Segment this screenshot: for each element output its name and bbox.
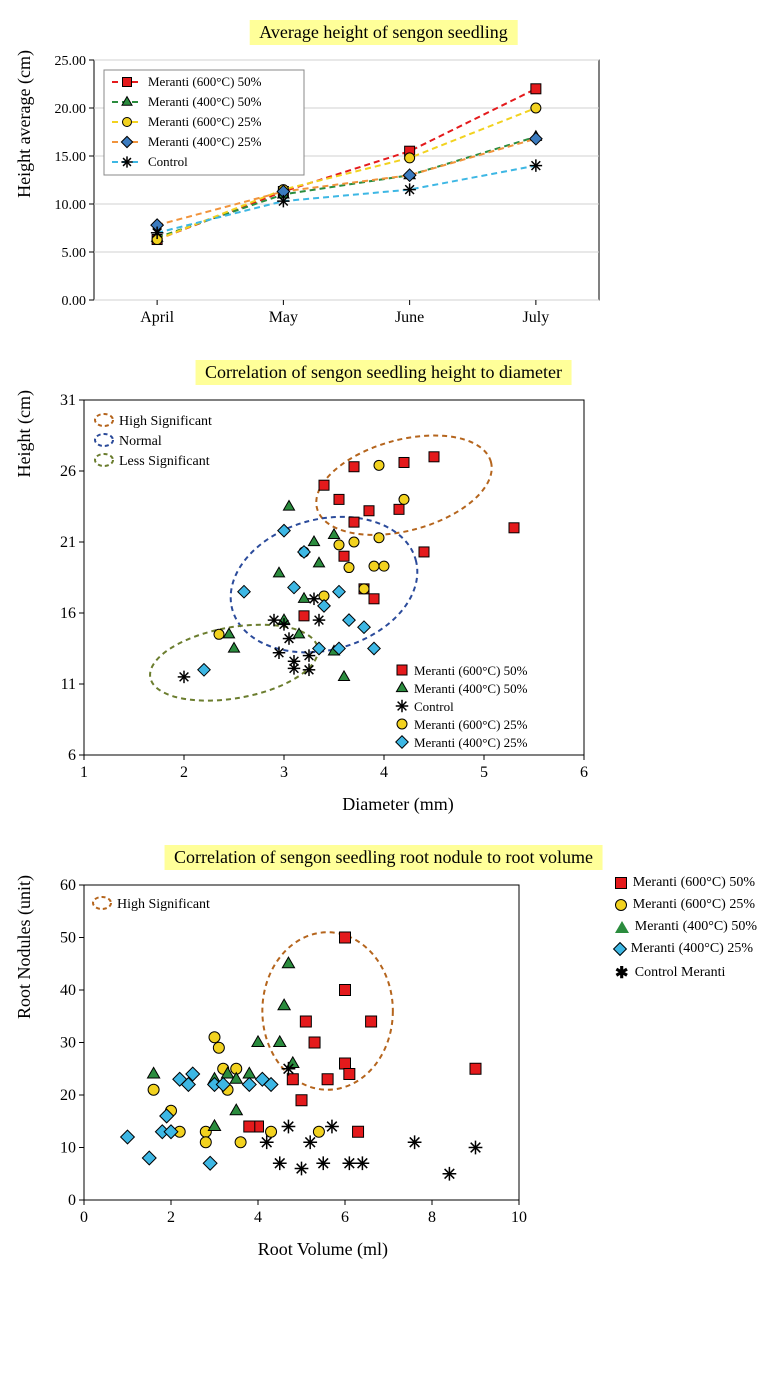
svg-text:31: 31 <box>60 392 76 409</box>
chart-3-xlabel: Root Volume (ml) <box>39 1239 607 1260</box>
svg-text:4: 4 <box>254 1209 262 1226</box>
svg-text:Control: Control <box>148 154 188 169</box>
svg-text:10: 10 <box>60 1140 76 1157</box>
svg-text:2: 2 <box>167 1209 175 1226</box>
svg-text:20: 20 <box>60 1087 76 1104</box>
svg-text:5.00: 5.00 <box>62 246 87 261</box>
legend-item: ✱Control Meranti <box>615 963 757 983</box>
svg-text:Normal: Normal <box>119 434 162 449</box>
legend-item: Meranti (400°C) 25% <box>615 941 757 957</box>
svg-text:Meranti (400°C) 50%: Meranti (400°C) 50% <box>414 681 528 696</box>
svg-text:40: 40 <box>60 982 76 999</box>
chart-2-plot: 1 2 3 4 5 6 6 11 16 21 26 31 High Significant Normal L… <box>39 390 599 790</box>
chart-2-title: Correlation of sengon seedling height to… <box>195 360 572 385</box>
svg-text:25.00: 25.00 <box>55 54 87 69</box>
chart-3-plot: 0 2 4 6 8 10 0 10 20 30 40 50 60 High Significant <box>39 875 529 1235</box>
chart-2-container: Correlation of sengon seedling height to… <box>10 360 757 815</box>
svg-text:8: 8 <box>428 1209 436 1226</box>
svg-text:Meranti (600°C) 50%: Meranti (600°C) 50% <box>148 74 262 89</box>
svg-text:6: 6 <box>68 747 76 764</box>
svg-text:11: 11 <box>61 676 76 693</box>
chart-1-title: Average height of sengon seedling <box>249 20 518 45</box>
svg-text:16: 16 <box>60 605 76 622</box>
svg-text:6: 6 <box>341 1209 349 1226</box>
svg-text:Meranti (400°C) 25%: Meranti (400°C) 25% <box>148 134 262 149</box>
svg-text:0.00: 0.00 <box>62 294 87 309</box>
svg-text:0: 0 <box>68 1192 76 1209</box>
svg-text:3: 3 <box>280 764 288 781</box>
chart-3-legend: Meranti (600°C) 50% Meranti (600°C) 25% Me… <box>607 875 757 989</box>
svg-text:6: 6 <box>580 764 588 781</box>
svg-text:Meranti (600°C) 25%: Meranti (600°C) 25% <box>414 717 528 732</box>
chart-3-title: Correlation of sengon seedling root nodu… <box>164 845 603 870</box>
svg-text:April: April <box>140 309 174 326</box>
svg-text:Meranti (400°C) 50%: Meranti (400°C) 50% <box>148 94 262 109</box>
legend-item: Meranti (400°C) 50% <box>615 919 757 935</box>
svg-text:May: May <box>269 309 298 326</box>
svg-text:30: 30 <box>60 1035 76 1052</box>
chart-2-xlabel: Diameter (mm) <box>39 794 757 815</box>
svg-text:21: 21 <box>60 534 76 551</box>
legend-item: Meranti (600°C) 50% <box>615 875 757 891</box>
svg-text:Meranti (600°C) 25%: Meranti (600°C) 25% <box>148 114 262 129</box>
legend-item: Meranti (600°C) 25% <box>615 897 757 913</box>
svg-text:15.00: 15.00 <box>55 150 87 165</box>
svg-text:50: 50 <box>60 930 76 947</box>
svg-text:4: 4 <box>380 764 388 781</box>
svg-text:June: June <box>395 309 424 326</box>
svg-text:Meranti (400°C) 25%: Meranti (400°C) 25% <box>414 735 528 750</box>
svg-text:High Significant: High Significant <box>117 897 210 912</box>
chart-3-ylabel: Root Nodules (unit) <box>10 875 39 1019</box>
chart-2-ylabel: Height (cm) <box>10 390 39 477</box>
svg-text:2: 2 <box>180 764 188 781</box>
svg-text:Less Significant: Less Significant <box>119 454 210 469</box>
chart-1-container: Average height of sengon seedling Height… <box>10 20 757 330</box>
chart-3-container: Correlation of sengon seedling root nodu… <box>10 845 757 1260</box>
svg-text:High Significant: High Significant <box>119 414 212 429</box>
svg-text:60: 60 <box>60 877 76 894</box>
svg-text:0: 0 <box>80 1209 88 1226</box>
svg-text:5: 5 <box>480 764 488 781</box>
svg-text:1: 1 <box>80 764 88 781</box>
svg-text:10: 10 <box>511 1209 527 1226</box>
svg-text:10.00: 10.00 <box>55 198 87 213</box>
svg-text:20.00: 20.00 <box>55 102 87 117</box>
chart-1-ylabel: Height average (cm) <box>10 50 39 198</box>
chart-1-plot: 0.00 5.00 10.00 15.00 20.00 25.00 April May June… <box>39 50 609 330</box>
svg-text:26: 26 <box>60 463 76 480</box>
svg-text:Control: Control <box>414 699 454 714</box>
svg-text:July: July <box>523 309 550 326</box>
svg-text:Meranti (600°C) 50%: Meranti (600°C) 50% <box>414 663 528 678</box>
